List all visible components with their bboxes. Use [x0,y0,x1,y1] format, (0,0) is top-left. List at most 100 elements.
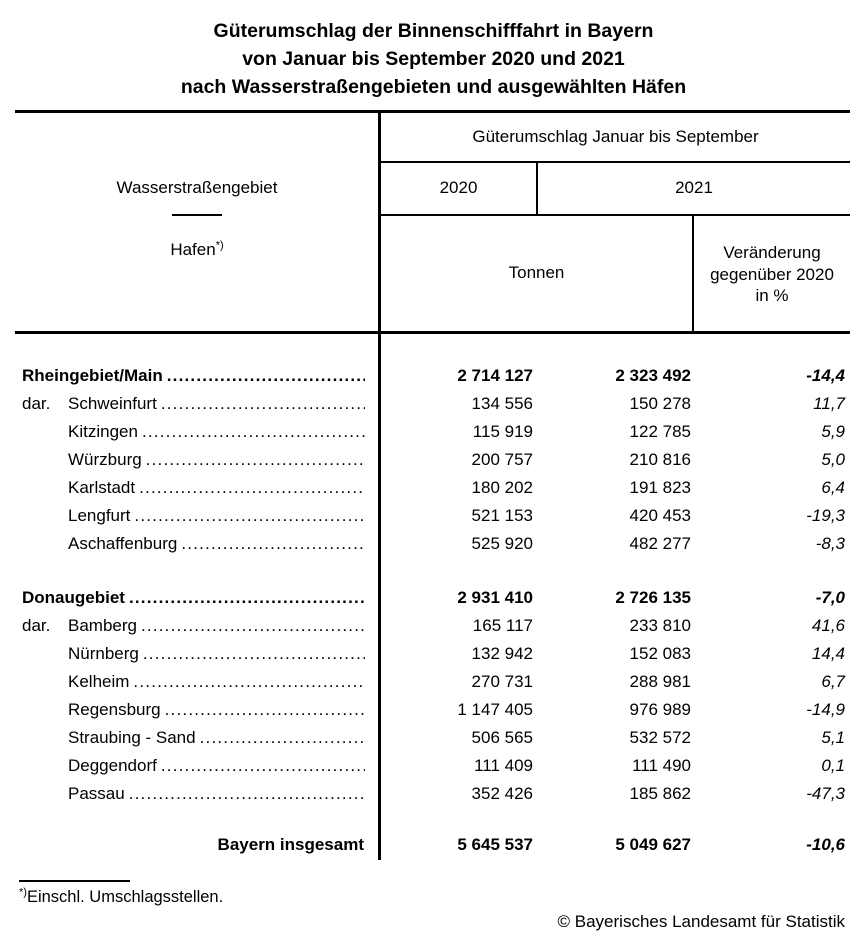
title-line-2: von Januar bis September 2020 und 2021 [242,48,625,70]
tonnage-2021: 2 726 135 [615,588,691,607]
tonnage-2020: 2 931 410 [457,588,533,607]
tonnage-2021: 532 572 [629,728,691,747]
dot-leader [146,446,365,474]
port-label: Lengfurt [68,506,131,525]
footnote-text: Einschl. Umschlagsstellen. [26,888,224,906]
tonnage-2021: 420 453 [629,506,691,525]
change-percent: -8,3 [815,534,845,553]
table-row-region-rheingebiet: Rheingebiet/Main 2 714 127 2 323 492 -14… [15,362,845,390]
page-title: Güterumschlag der Binnenschifffahrt in B… [0,17,867,101]
table-row-port: dar. Bamberg 165 117 233 810 41,6 [15,612,845,640]
footnote-mark: *) [215,239,224,252]
port-label: Aschaffenburg [68,534,178,553]
port-label: Bamberg [68,616,137,635]
tonnage-2020: 111 409 [474,756,533,775]
footnote: *)Einschl. Umschlagsstellen. [19,887,223,907]
change-percent: -7,0 [815,588,845,607]
port-label: Nürnberg [68,644,139,663]
table-row-port: Kitzingen 115 919 122 785 5,9 [15,418,845,446]
table-row-port: Kelheim 270 731 288 981 6,7 [15,668,845,696]
row-group-title: Wasserstraßengebiet [116,178,278,197]
unit-header-tonnen: Tonnen [508,263,565,282]
dot-leader [161,390,365,418]
table-row-port: Straubing - Sand 506 565 532 572 5,1 [15,724,845,752]
total-label: Bayern insgesamt [217,835,364,854]
tonnage-2020: 506 565 [471,728,533,747]
change-percent: 41,6 [811,616,845,635]
table-row-port: Nürnberg 132 942 152 083 14,4 [15,640,845,668]
table-row-port: Aschaffenburg 525 920 482 277 -8,3 [15,530,845,558]
port-label: Deggendorf [68,756,157,775]
tonnage-2020: 1 147 405 [457,700,533,719]
dot-leader [133,668,365,696]
table-top-border [15,110,850,113]
table-row-region-donaugebiet: Donaugebiet 2 931 410 2 726 135 -7,0 [15,584,845,612]
change-percent: 6,4 [821,478,845,497]
subset-prefix: dar. [22,616,51,635]
change-percent: 6,7 [821,672,845,691]
tonnage-2020: 165 117 [472,616,533,635]
change-percent: 0,1 [821,756,845,775]
dot-leader [200,724,365,752]
change-percent: -19,3 [806,506,845,525]
table-row-port: Würzburg 200 757 210 816 5,0 [15,446,845,474]
change-percent: -14,9 [806,700,845,719]
tonnage-2021: 2 323 492 [615,366,691,385]
tonnage-2020: 200 757 [471,450,533,469]
tonnage-2021: 111 490 [632,756,691,775]
value-group-header: Güterumschlag Januar bis September [472,127,759,146]
dot-leader [141,612,365,640]
change-percent: 5,9 [821,422,845,441]
tonnage-2021: 150 278 [629,394,691,413]
subset-prefix: dar. [22,394,51,413]
dot-leader [142,418,365,446]
column-header-2021: 2021 [675,178,713,197]
change-percent: 14,4 [811,644,845,663]
column-header-2020: 2020 [439,178,478,197]
change-percent: -14,4 [806,366,845,385]
tonnage-2020: 115 919 [472,422,533,441]
port-label: Kitzingen [68,422,138,441]
tonnage-2021: 191 823 [629,478,691,497]
port-label: Straubing - Sand [68,728,196,747]
footnote-separator [19,880,130,882]
change-percent: -10,6 [806,835,845,854]
port-label: Würzburg [68,450,142,469]
dot-leader [167,362,365,390]
tonnage-2020: 2 714 127 [457,366,533,385]
table-row-port: dar. Schweinfurt 134 556 150 278 11,7 [15,390,845,418]
stub-label-separator [172,214,222,216]
port-label: Karlstadt [68,478,136,497]
table-row-port: Passau 352 426 185 862 -47,3 [15,780,845,808]
table-row-total: Bayern insgesamt 5 645 537 5 049 627 -10… [15,831,845,859]
table-row-port: Karlstadt 180 202 191 823 6,4 [15,474,845,502]
tonnage-2021: 122 785 [629,422,691,441]
table-header-bottom-border [15,331,850,334]
dot-leader [161,752,365,780]
title-line-3: nach Wasserstraßengebieten und ausgewähl… [180,76,687,98]
title-line-1: Güterumschlag der Binnenschifffahrt in B… [213,20,654,42]
change-percent: 5,0 [821,450,845,469]
dot-leader [134,502,365,530]
tonnage-2020: 132 942 [471,644,533,663]
dot-leader [129,780,365,808]
footnote-mark: *) [19,886,27,899]
tonnage-2021: 976 989 [629,700,691,719]
tonnage-2021: 482 277 [629,534,691,553]
stub-column-divider [378,110,381,860]
tonnage-2021: 185 862 [629,784,691,803]
tonnen-change-divider [692,214,694,331]
table-body: Rheingebiet/Main 2 714 127 2 323 492 -14… [15,334,845,859]
dot-leader [139,474,365,502]
table-row-port: Regensburg 1 147 405 976 989 -14,9 [15,696,845,724]
copyright-notice: © Bayerisches Landesamt für Statistik [557,912,845,931]
tonnage-2020: 5 645 537 [457,835,533,854]
dot-leader [165,696,365,724]
tonnage-2020: 180 202 [471,478,533,497]
tonnage-2020: 521 153 [471,506,533,525]
hafen-label: Hafen [170,240,216,259]
region-label: Rheingebiet/Main [22,366,163,385]
tonnage-2021: 210 816 [629,450,691,469]
table-row-port: Deggendorf 111 409 111 490 0,1 [15,752,845,780]
